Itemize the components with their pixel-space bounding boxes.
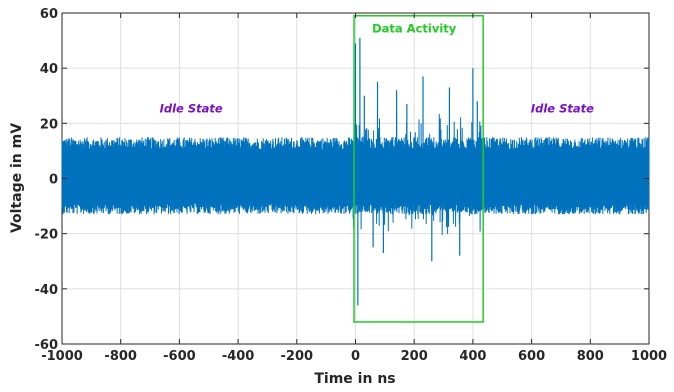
- x-tick-label-4: -200: [281, 349, 314, 364]
- y-tick-label-1: -40: [35, 283, 59, 298]
- annotation-0: Idle State: [160, 101, 223, 115]
- x-tick-label-1: -800: [104, 349, 137, 364]
- annotation-2: Data Activity: [372, 21, 457, 35]
- y-tick-label-0: -60: [35, 338, 59, 353]
- x-tick-label-0: -1000: [41, 349, 83, 364]
- x-tick-label-5: 0: [351, 349, 360, 364]
- x-tick-label-8: 600: [518, 349, 545, 364]
- y-axis-ticks: -60 -40 -20 0 20 40 60: [35, 7, 649, 353]
- data-activity-rect: [353, 15, 484, 323]
- annotation-1: Idle State: [531, 101, 594, 115]
- x-axis-ticks: -1000 -800 -600 -400 -200 0 200 400 600 800 1000: [41, 13, 667, 364]
- signal-series: [61, 37, 650, 306]
- annotations: Idle State Idle State Data Activity: [160, 21, 595, 115]
- grid: [62, 13, 649, 344]
- y-tick-label-2: -20: [35, 228, 59, 243]
- x-axis-label: Time in ns: [314, 371, 395, 387]
- y-tick-label-6: 60: [40, 7, 58, 22]
- y-tick-label-5: 40: [40, 62, 58, 77]
- x-tick-label-6: 200: [401, 349, 428, 364]
- x-tick-label-10: 1000: [631, 349, 667, 364]
- x-tick-label-7: 400: [459, 349, 486, 364]
- y-tick-label-3: 0: [49, 173, 58, 188]
- y-axis-label: Voltage in mV: [9, 123, 25, 233]
- data-activity-box: [353, 15, 484, 323]
- x-tick-label-3: -400: [222, 349, 255, 364]
- x-tick-label-2: -600: [163, 349, 196, 364]
- y-tick-label-4: 20: [40, 117, 58, 132]
- x-tick-label-9: 800: [577, 349, 604, 364]
